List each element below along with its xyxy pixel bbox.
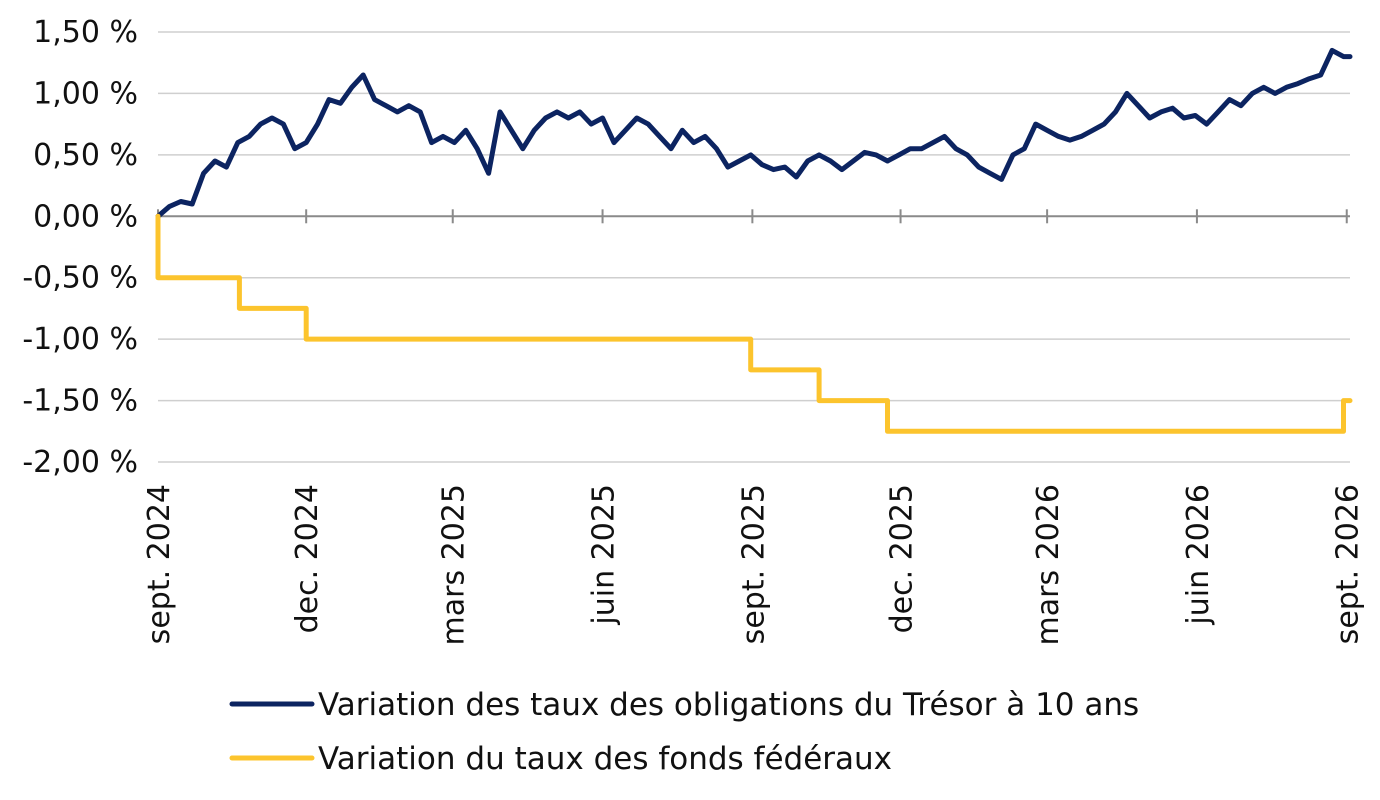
- y-tick-label: 1,00 %: [33, 76, 138, 111]
- y-tick-label: 0,00 %: [33, 199, 138, 234]
- x-tick-label: mars 2025: [437, 484, 472, 645]
- legend: Variation des taux des obligations du Tr…: [229, 687, 1139, 777]
- x-tick-label: sept. 2026: [1331, 484, 1366, 644]
- gridlines: [158, 31, 1350, 463]
- x-tick-label: juin 2025: [587, 484, 622, 626]
- y-tick-label: -0,50 %: [22, 261, 138, 296]
- legend-label: Variation des taux des obligations du Tr…: [318, 687, 1139, 723]
- y-tick-label: -1,50 %: [22, 384, 138, 419]
- x-tick-label: sept. 2024: [142, 484, 177, 644]
- x-tick-label: mars 2026: [1031, 484, 1066, 645]
- series-lines: [155, 47, 1353, 434]
- y-tick-label: -1,00 %: [22, 322, 138, 357]
- y-tick-label: -2,00 %: [22, 445, 138, 480]
- x-tick-label: juin 2026: [1181, 484, 1216, 626]
- x-tick-label: dec. 2025: [885, 484, 920, 633]
- x-tick-label: dec. 2024: [290, 484, 325, 633]
- series-line-fed-funds: [155, 213, 1353, 434]
- x-tick-label: sept. 2025: [736, 484, 771, 644]
- y-tick-label: 0,50 %: [33, 138, 138, 173]
- x-axis: [157, 209, 1350, 224]
- y-axis-tick-labels: 1,50 % 1,00 % 0,50 % 0,00 % -0,50 % -1,00 % -1…: [22, 15, 138, 480]
- x-axis-tick-labels: sept. 2024 dec. 2024 mars 2025 juin 2025 sep…: [142, 484, 1366, 645]
- legend-label: Variation du taux des fonds fédéraux: [318, 741, 892, 777]
- series-line-treasury-10y: [155, 47, 1353, 219]
- y-tick-label: 1,50 %: [33, 15, 138, 50]
